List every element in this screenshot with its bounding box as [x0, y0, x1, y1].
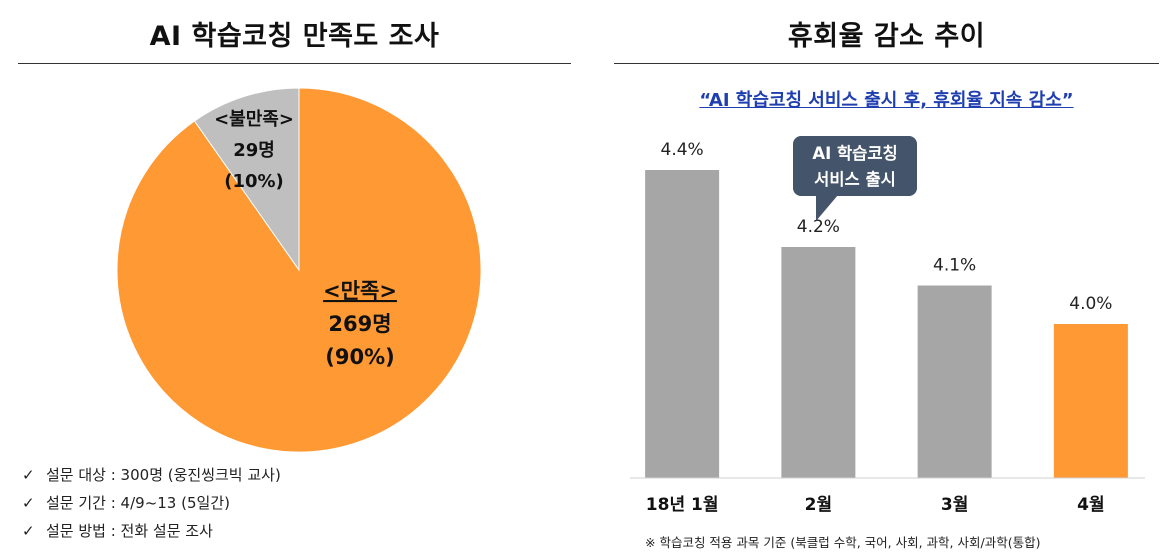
- churn-rate-bar-chart: 4.4% 18년 1월 4.2% 2월 4.1% 3월 4.0% 4월: [630, 140, 1145, 515]
- survey-note-text: 설문 대상 : 300명 (웅진씽크빅 교사): [46, 466, 281, 484]
- bar: [1053, 324, 1128, 478]
- callout-line: AI 학습코칭: [812, 144, 898, 163]
- check-icon: ✓: [22, 494, 35, 512]
- footnote: ※ 학습코칭 적용 과목 기준 (북클럽 수학, 국어, 사회, 과학, 사회/…: [645, 535, 1041, 550]
- launch-callout: AI 학습코칭 서비스 출시: [793, 136, 917, 196]
- check-icon: ✓: [22, 466, 35, 484]
- category-label: 3월: [941, 495, 968, 515]
- category-label: 2월: [805, 495, 832, 515]
- survey-note-period: ✓ 설문 기간 : 4/9~13 (5일간): [22, 496, 281, 511]
- pie-slice-percent: (10%): [224, 171, 284, 192]
- bar-value-label: 4.1%: [933, 256, 976, 276]
- category-label: 4월: [1077, 495, 1104, 515]
- bar: [917, 285, 992, 478]
- survey-note-text: 설문 방법 : 전화 설문 조사: [46, 522, 213, 540]
- satisfaction-title: AI 학습코칭 만족도 조사: [149, 21, 440, 52]
- satisfaction-pie-chart: <만족> 269명 (90%) <불만족> 29명 (10%): [116, 87, 482, 453]
- survey-note-method: ✓ 설문 방법 : 전화 설문 조사: [22, 524, 281, 539]
- bar-value-label: 4.0%: [1069, 294, 1112, 314]
- churn-rate-title: 휴회율 감소 추이: [787, 21, 986, 52]
- callout-line: 서비스 출시: [814, 170, 896, 189]
- pie-slice-count: 269명: [328, 312, 391, 336]
- pie-slice-label: <불만족>: [214, 109, 294, 130]
- survey-note-target: ✓ 설문 대상 : 300명 (웅진씽크빅 교사): [22, 468, 281, 483]
- title-divider: [614, 63, 1159, 64]
- category-label: 18년 1월: [646, 495, 719, 515]
- survey-note-text: 설문 기간 : 4/9~13 (5일간): [46, 494, 230, 512]
- bar-value-label: 4.4%: [661, 140, 704, 160]
- bar: [645, 170, 720, 478]
- churn-rate-panel: 휴회율 감소 추이 “AI 학습코칭 서비스 출시 후, 휴회율 지속 감소” …: [600, 0, 1161, 554]
- bar-value-label: 4.2%: [797, 217, 840, 237]
- check-icon: ✓: [22, 522, 35, 540]
- survey-notes: ✓ 설문 대상 : 300명 (웅진씽크빅 교사) ✓ 설문 기간 : 4/9~13…: [22, 468, 281, 552]
- callout-tail: [816, 195, 838, 221]
- title-divider: [18, 63, 571, 64]
- satisfaction-panel: AI 학습코칭 만족도 조사 <만족> 269명 (90%) <불만족> 29명 (10%…: [18, 21, 571, 552]
- churn-rate-subtitle: “AI 학습코칭 서비스 출시 후, 휴회율 지속 감소”: [699, 90, 1074, 111]
- pie-slice-count: 29명: [233, 140, 275, 161]
- pie-slice: [193, 87, 300, 272]
- pie-slice-percent: (90%): [325, 345, 394, 369]
- pie-slice-label: <만족>: [323, 279, 397, 303]
- bar: [781, 247, 856, 478]
